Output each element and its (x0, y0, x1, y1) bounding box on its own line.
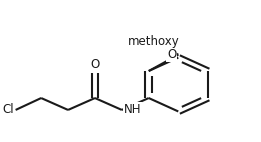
Text: O: O (167, 48, 176, 61)
Text: O: O (90, 58, 99, 71)
Text: methoxy: methoxy (128, 35, 180, 48)
Text: NH: NH (124, 103, 141, 116)
Text: Cl: Cl (3, 103, 14, 116)
